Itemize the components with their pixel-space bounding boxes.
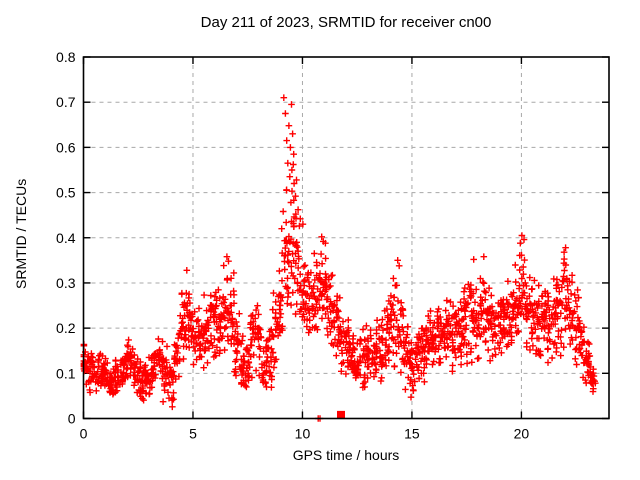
svg-text:0.6: 0.6 [56,139,76,155]
svg-text:0: 0 [68,411,76,427]
special-markers [336,410,345,419]
svg-text:20: 20 [514,426,530,442]
svg-text:0.8: 0.8 [56,49,76,65]
svg-text:0.7: 0.7 [56,94,76,110]
chart-title: Day 211 of 2023, SRMTID for receiver cn0… [200,14,492,31]
svg-text:0: 0 [80,426,88,442]
scatter-points [80,94,599,422]
svg-text:0.5: 0.5 [56,185,76,201]
x-axis-label: GPS time / hours [292,447,400,463]
svg-text:5: 5 [189,426,197,442]
svg-text:0.1: 0.1 [56,365,76,381]
svg-text:10: 10 [295,426,311,442]
svg-text:0.4: 0.4 [56,230,76,246]
tick-labels: 0 5 10 15 20 0 0.1 0.2 0.3 0.4 0.5 0.6 0.7 0.8 [56,49,529,442]
svg-text:15: 15 [404,426,420,442]
plot-border [82,56,610,420]
svg-text:0.3: 0.3 [56,275,76,291]
svg-text:0.2: 0.2 [56,320,76,336]
